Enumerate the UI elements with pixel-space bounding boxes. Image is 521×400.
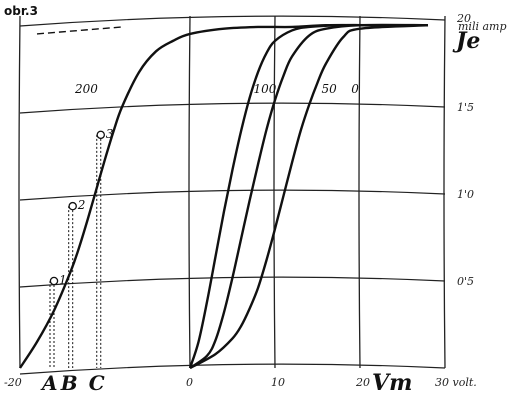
point-marker-1 — [49, 276, 59, 286]
point-marker-2 — [68, 201, 77, 211]
y-tick-label-0: 0'5 — [457, 275, 474, 288]
x-tick-label-1: 0 — [186, 376, 193, 389]
point-label-1: 1 — [59, 273, 67, 287]
grid-line-y-4 — [19, 15, 446, 27]
grid-line-x-0 — [18, 15, 21, 369]
point-label-2: 2 — [77, 198, 86, 212]
point-marker-3 — [96, 130, 106, 140]
x-tick-label-2: 10 — [271, 376, 285, 389]
series-line-200 — [18, 23, 428, 369]
y-tick-label-1: 1'0 — [457, 188, 474, 201]
grid-line-x-4 — [443, 15, 446, 369]
y-tick-label-3: 20 — [456, 12, 471, 25]
series-label-0: 0 — [351, 82, 359, 96]
chart-title: obr.3 — [4, 4, 38, 18]
series-line-0 — [189, 24, 429, 370]
x-tick-label-4: 30 volt. — [435, 376, 477, 389]
grid — [18, 15, 446, 375]
saturation-dashed-line — [36, 26, 123, 35]
grid-line-x-2 — [273, 15, 276, 369]
y-unit-label: mili amp — [458, 20, 507, 33]
y-tick-label-2: 1'5 — [457, 101, 474, 114]
grid-line-x-3 — [358, 15, 361, 369]
series-label-50: 50 — [322, 82, 338, 96]
foot-label-A: A — [40, 371, 58, 395]
grid-line-y-2 — [19, 189, 446, 201]
series-line-100 — [188, 23, 428, 369]
ticks: -20 0 10 20 30 volt.0'51'01'520 — [4, 12, 477, 389]
x-tick-label-0: -20 — [4, 376, 22, 389]
y-axis-label: Je — [452, 28, 480, 54]
x-axis-label: Vm — [372, 370, 412, 396]
foot-label-C: C — [89, 371, 105, 395]
grid-line-x-1 — [188, 15, 191, 369]
curves: 200 100 50 0 — [18, 23, 429, 370]
x-tick-label-3: 20 — [355, 376, 370, 389]
grid-line-y-3 — [19, 102, 446, 114]
series-label-100: 100 — [254, 82, 277, 96]
grid-line-y-0 — [19, 363, 446, 375]
series-line-50 — [189, 23, 429, 369]
series-label-200: 200 — [74, 82, 98, 96]
marks: 1 A 2 B 3 C — [40, 127, 114, 395]
point-label-3: 3 — [106, 127, 114, 141]
foot-label-B: B — [60, 371, 78, 395]
